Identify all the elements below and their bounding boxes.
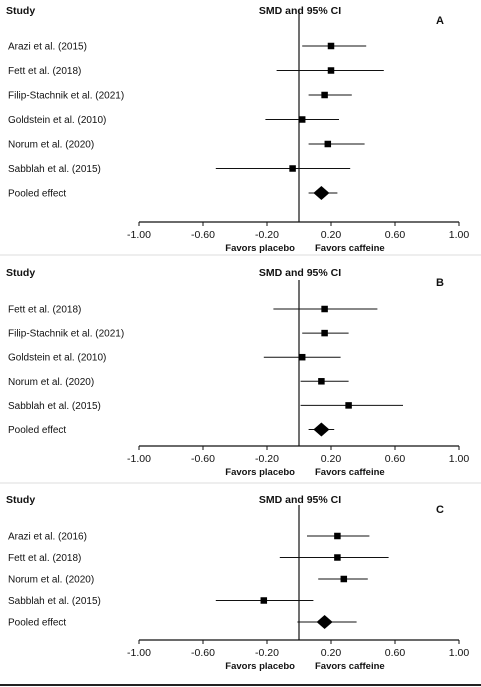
favors-placebo-label: Favors placebo [225,467,295,478]
x-tick-label: -0.20 [255,453,279,465]
study-label: Filip-Stachnik et al. (2021) [8,91,124,102]
x-tick-label: -1.00 [127,229,151,241]
x-tick-label: 0.20 [321,647,342,659]
study-label: Filip-Stachnik et al. (2021) [8,329,124,340]
x-tick-label: -0.60 [191,647,215,659]
study-column-header: Study [6,5,35,17]
study-effect-marker [321,329,328,337]
favors-caffeine-label: Favors caffeine [315,467,385,478]
study-label: Norum et al. (2020) [8,575,94,586]
pooled-effect-label: Pooled effect [8,618,66,629]
study-label: Goldstein et al. (2010) [8,353,106,364]
panel-label: A [436,15,444,27]
favors-placebo-label: Favors placebo [225,661,295,672]
study-effect-marker [321,91,328,99]
x-tick-label: 0.20 [321,229,342,241]
x-tick-label: -1.00 [127,453,151,465]
study-effect-marker [289,165,296,172]
x-tick-label: 0.60 [385,453,406,465]
x-tick-label: -1.00 [127,647,151,659]
pooled-effect-label: Pooled effect [8,425,66,436]
effect-column-header: SMD and 95% CI [259,5,341,17]
pooled-effect-diamond [313,186,330,200]
study-effect-marker [298,353,306,361]
study-label: Sabblah et al. (2015) [8,596,101,607]
favors-placebo-label: Favors placebo [225,243,295,254]
x-tick-label: -0.20 [255,229,279,241]
study-effect-marker [334,532,341,540]
study-label: Norum et al. (2020) [8,377,94,388]
x-tick-label: -0.60 [191,229,215,241]
x-tick-label: 1.00 [449,647,470,659]
study-column-header: Study [6,267,35,279]
study-label: Fett et al. (2018) [8,553,81,564]
x-tick-label: 1.00 [449,229,470,241]
study-label: Fett et al. (2018) [8,66,81,77]
x-tick-label: -0.20 [255,647,279,659]
study-effect-marker [327,42,335,50]
study-effect-marker [318,378,325,385]
study-label: Arazi et al. (2015) [8,42,87,53]
panel-label: C [436,504,444,516]
x-tick-label: 0.60 [385,647,406,659]
pooled-effect-diamond [316,615,333,629]
study-label: Norum et al. (2020) [8,140,94,151]
study-effect-marker [334,554,341,561]
x-tick-label: 0.20 [321,453,342,465]
pooled-effect-diamond [313,422,330,437]
study-label: Sabblah et al. (2015) [8,164,101,175]
study-effect-marker [260,597,268,604]
favors-caffeine-label: Favors caffeine [315,243,385,254]
panel-label: B [436,277,444,289]
study-label: Fett et al. (2018) [8,305,81,316]
forest-panel-c: Study SMD and 95% CI C -1.00 -0.60 -0.20 0.20 0… [6,494,469,672]
effect-column-header: SMD and 95% CI [259,267,341,279]
study-effect-marker [321,305,328,313]
x-tick-label: 1.00 [449,453,470,465]
study-effect-marker [324,140,332,148]
study-effect-marker [298,116,306,123]
x-tick-label: 0.60 [385,229,406,241]
forest-panel-a: Study SMD and 95% CI A -1.00 -0.60 -0.20 0.20 0… [6,5,469,254]
study-column-header: Study [6,494,35,506]
forest-panel-b: Study SMD and 95% CI B -1.00 -0.60 -0.20 0.20 0… [6,267,469,478]
favors-caffeine-label: Favors caffeine [315,661,385,672]
pooled-effect-label: Pooled effect [8,189,66,200]
x-tick-label: -0.60 [191,453,215,465]
study-effect-marker [327,67,335,74]
study-effect-marker [340,575,348,583]
study-effect-marker [345,402,352,409]
study-label: Arazi et al. (2016) [8,532,87,543]
study-label: Sabblah et al. (2015) [8,401,101,412]
study-label: Goldstein et al. (2010) [8,115,106,126]
effect-column-header: SMD and 95% CI [259,494,341,506]
